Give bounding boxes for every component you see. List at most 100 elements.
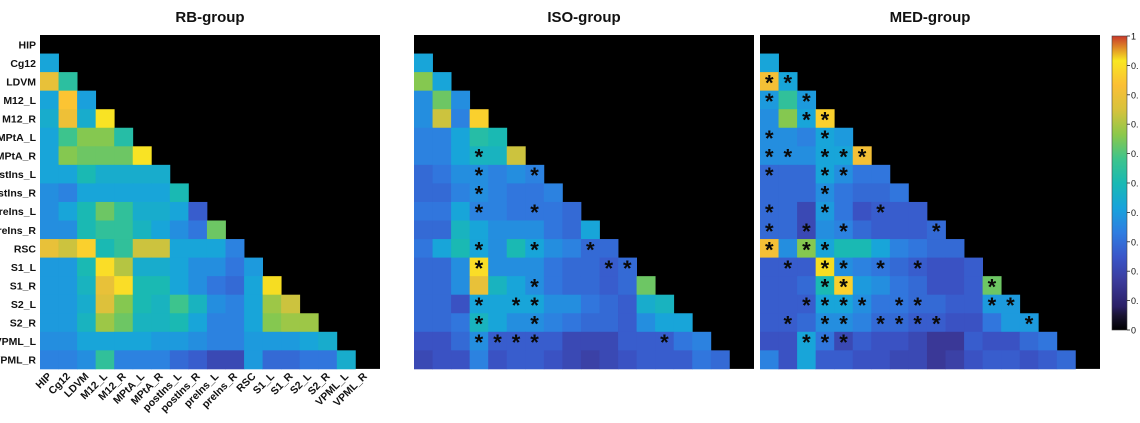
heatmap-cell <box>580 220 600 240</box>
heatmap-cell <box>852 146 872 166</box>
significance-star: * <box>765 70 774 95</box>
heatmap-cell <box>132 239 152 258</box>
heatmap-cell <box>281 294 301 314</box>
heatmap-cell <box>778 239 798 258</box>
heatmap-cell <box>188 313 208 333</box>
heatmap-cell <box>432 164 452 184</box>
heatmap-cell <box>889 201 909 221</box>
heatmap-cell <box>636 276 656 296</box>
heatmap-cell <box>815 164 835 184</box>
row-label: S2_L <box>11 299 37 311</box>
heatmap-cell <box>760 183 779 203</box>
colorbar-tick-label: 0. <box>1131 149 1139 159</box>
row-label: VPML_R <box>0 355 36 367</box>
heatmap-cell <box>40 313 59 333</box>
heatmap-cell <box>815 201 835 221</box>
heatmap-cell <box>469 313 489 333</box>
significance-star: * <box>821 145 830 170</box>
heatmap-cell <box>852 294 872 314</box>
heatmap-cell <box>132 220 152 240</box>
heatmap-cell <box>77 239 97 258</box>
heatmap-cell <box>114 294 134 314</box>
heatmap-cell <box>871 350 891 370</box>
heatmap-cell <box>469 109 489 129</box>
heatmap-cell <box>760 146 779 166</box>
heatmap-cell <box>778 146 798 166</box>
heatmap-cell <box>760 109 779 129</box>
heatmap-cell <box>469 350 489 370</box>
heatmap-cell <box>469 220 489 240</box>
heatmap-cell <box>760 127 779 147</box>
significance-star: * <box>765 89 774 114</box>
heatmap-cell <box>964 257 983 277</box>
heatmap-cell <box>95 294 115 314</box>
heatmap-cell <box>760 53 779 73</box>
heatmap-cell <box>1056 350 1076 370</box>
significance-star: * <box>932 312 941 337</box>
heatmap-cell <box>58 164 78 184</box>
heatmap-cell <box>206 257 226 277</box>
heatmap-cell <box>77 313 97 333</box>
heatmap-cell <box>225 313 245 333</box>
heatmap-cell <box>225 276 245 296</box>
heatmap-cell <box>40 164 59 184</box>
significance-star: * <box>858 293 867 318</box>
heatmap-cell <box>871 257 891 277</box>
heatmap-cell <box>132 313 152 333</box>
heatmap-cell <box>40 294 59 314</box>
heatmap-cell <box>114 183 134 203</box>
heatmap-cell <box>132 257 152 277</box>
colorbar-tick-label: 0. <box>1131 296 1139 306</box>
significance-star: * <box>932 219 941 244</box>
heatmap-cell <box>945 313 965 333</box>
heatmap-cell <box>852 164 872 184</box>
heatmap-cell <box>982 313 1002 333</box>
heatmap-cell <box>797 331 817 351</box>
heatmap-cell <box>488 146 508 166</box>
significance-star: * <box>802 237 811 262</box>
heatmap-cell <box>488 183 508 203</box>
heatmap-cell <box>262 276 282 296</box>
heatmap-cell <box>432 127 452 147</box>
heatmap-cell <box>414 183 433 203</box>
heatmap-cell <box>871 164 891 184</box>
heatmap-cell <box>815 276 835 296</box>
heatmap-cell <box>77 276 97 296</box>
heatmap-cell <box>132 164 152 184</box>
heatmap-cell <box>871 201 891 221</box>
heatmap-cell <box>871 276 891 296</box>
heatmap-cell <box>562 313 582 333</box>
significance-star: * <box>839 219 848 244</box>
significance-star: * <box>623 256 632 281</box>
row-label: MPtA_R <box>0 151 36 163</box>
significance-star: * <box>784 145 793 170</box>
heatmap-cell <box>562 201 582 221</box>
significance-star: * <box>802 219 811 244</box>
heatmap-cell <box>562 276 582 296</box>
heatmap-cell <box>169 276 189 296</box>
heatmap-cell <box>95 257 115 277</box>
significance-star: * <box>839 163 848 188</box>
significance-star: * <box>475 237 484 262</box>
heatmap-cell <box>58 239 78 258</box>
heatmap-cell <box>414 201 433 221</box>
heatmap-cell <box>244 294 263 314</box>
heatmap-cell <box>40 127 59 147</box>
heatmap-cell <box>169 183 189 203</box>
heatmap-cell <box>262 313 282 333</box>
heatmap-cell <box>945 294 965 314</box>
heatmap-cell <box>488 294 508 314</box>
heatmap-cell <box>169 239 189 258</box>
heatmap-cell <box>40 239 59 258</box>
significance-star: * <box>475 256 484 281</box>
significance-star: * <box>475 312 484 337</box>
heatmap-cell <box>562 239 582 258</box>
heatmap-cell <box>580 257 600 277</box>
heatmap-cell <box>188 201 208 221</box>
heatmap-cell <box>169 331 189 351</box>
heatmap-cell <box>562 220 582 240</box>
heatmap-cell <box>95 220 115 240</box>
heatmap-cell <box>432 183 452 203</box>
heatmap-cell <box>432 294 452 314</box>
